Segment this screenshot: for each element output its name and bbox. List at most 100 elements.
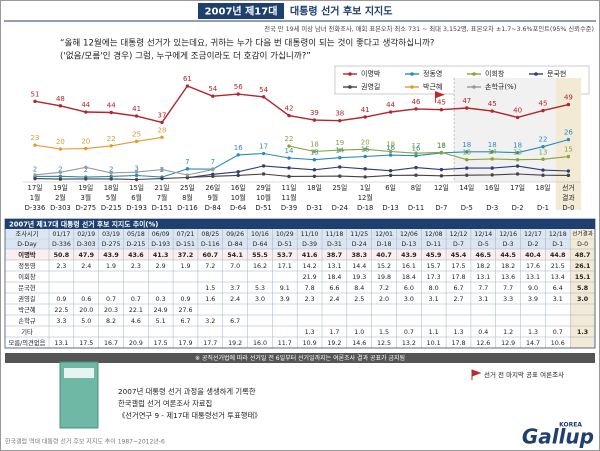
table-cell: 17.5 bbox=[451, 263, 465, 270]
point bbox=[439, 150, 444, 155]
point bbox=[566, 137, 571, 142]
table-cell: 17.8 bbox=[451, 340, 465, 347]
point bbox=[109, 171, 113, 175]
table-cell: 37.2 bbox=[178, 252, 194, 259]
table-cell: 4.6 bbox=[131, 318, 141, 325]
table-column-header: 12/12 bbox=[450, 231, 468, 238]
x-tick-label: D-2 bbox=[512, 204, 524, 212]
table-column-header: 12/17 bbox=[524, 231, 542, 238]
legend-marker bbox=[534, 72, 538, 76]
table-cell: 13.1 bbox=[327, 263, 341, 270]
value-label: 14 bbox=[285, 147, 294, 155]
table-cell: 19.8 bbox=[377, 274, 391, 281]
table-cell: 54.1 bbox=[227, 252, 243, 259]
x-tick-label: 1월 bbox=[30, 193, 41, 202]
value-label: 22 bbox=[539, 136, 548, 144]
table-cell: 43.6 bbox=[128, 252, 144, 259]
table-column-header: 선거결과 bbox=[572, 230, 593, 238]
x-tick-label: 17일 bbox=[510, 183, 525, 192]
value-label: 18 bbox=[513, 142, 522, 150]
point bbox=[261, 164, 266, 168]
table-cell: 15.2 bbox=[377, 263, 391, 270]
table-cell: 1.5 bbox=[205, 285, 215, 292]
point bbox=[566, 102, 571, 107]
table-cell: 17.5 bbox=[154, 340, 168, 347]
table-column-header: 03/19 bbox=[102, 231, 120, 238]
question-line: ('없음/모름'인 경우) 그럼, 누구에게 조금이라도 더 호감이 가십니까?… bbox=[60, 50, 311, 62]
value-label: 44 bbox=[81, 101, 90, 109]
table-cell: 17.9 bbox=[178, 340, 192, 347]
series-line bbox=[34, 85, 569, 124]
point bbox=[287, 144, 291, 148]
table-cell: 18.4 bbox=[327, 274, 341, 281]
value-label: 49 bbox=[564, 94, 573, 102]
x-tick-label: D-64 bbox=[230, 204, 246, 212]
table-cell: 14.7 bbox=[526, 340, 540, 347]
point bbox=[236, 170, 240, 174]
legend-marker bbox=[472, 85, 476, 89]
table-column-header: D-0 bbox=[577, 241, 588, 248]
table-cell: 12.6 bbox=[476, 340, 490, 347]
point bbox=[541, 145, 545, 149]
x-tick-label: D-303 bbox=[50, 204, 71, 212]
x-tick-label: 18일 bbox=[536, 183, 551, 192]
point bbox=[388, 169, 393, 173]
point bbox=[185, 175, 190, 180]
table-column-header: 09/26 bbox=[226, 231, 244, 238]
point bbox=[33, 99, 37, 104]
blackout-band bbox=[454, 78, 556, 182]
value-label: 54 bbox=[259, 86, 268, 94]
point bbox=[490, 150, 494, 154]
value-label: 15 bbox=[564, 146, 573, 154]
point bbox=[134, 114, 139, 118]
point bbox=[439, 174, 444, 178]
point bbox=[261, 151, 266, 156]
legend-marker bbox=[410, 72, 414, 76]
legend-label: 정동영 bbox=[423, 69, 442, 78]
x-tick-label: 18일 bbox=[104, 183, 119, 192]
x-tick-label: 9월 bbox=[208, 193, 219, 202]
x-tick-label: 25일 bbox=[180, 183, 195, 192]
table-column-header: D-24 bbox=[352, 241, 367, 248]
x-tick-label: 8일 bbox=[411, 183, 422, 192]
table-cell: 1.0 bbox=[354, 329, 364, 336]
table-cell: 6.7 bbox=[180, 318, 190, 325]
question-line: “올해 12월에는 대통령 선거가 있는데요, 귀하는 누가 다음 번 대통령이… bbox=[60, 37, 434, 49]
table-cell: 1.3 bbox=[528, 329, 538, 336]
series-line bbox=[34, 139, 569, 178]
table-column-header: 11/10 bbox=[301, 231, 319, 238]
legend-label: 권영길 bbox=[361, 82, 380, 91]
point bbox=[388, 149, 393, 154]
value-label: 14 bbox=[488, 148, 497, 156]
value-label: 16 bbox=[386, 144, 395, 152]
table-corner: 조사시기 bbox=[15, 229, 38, 238]
x-tick-label: 결과 bbox=[562, 193, 575, 202]
table-cell: 17.6 bbox=[526, 263, 540, 270]
table-column-header: D-3 bbox=[503, 241, 514, 248]
value-label: 23 bbox=[31, 134, 40, 142]
value-label: 18 bbox=[488, 141, 497, 149]
point bbox=[236, 92, 240, 96]
x-tick-label: 16일 bbox=[485, 183, 500, 192]
value-label: 18 bbox=[437, 141, 446, 149]
point bbox=[84, 177, 88, 181]
table-cell: 10.6 bbox=[551, 340, 565, 347]
table-cell: 12.9 bbox=[501, 340, 515, 347]
table-row-label: 모름/의견없음 bbox=[9, 338, 46, 347]
notice: ※ 공직선거법에 따라 선거일 전 6일부터 선거일까지는 여론조사 결과 공표… bbox=[195, 354, 405, 362]
value-label: 47 bbox=[462, 97, 471, 105]
table-column-header: 11/25 bbox=[350, 231, 368, 238]
table-column-header: D-336 bbox=[52, 241, 71, 248]
table-cell: 20.3 bbox=[104, 307, 118, 314]
point bbox=[338, 156, 342, 160]
table-cell: 1.2 bbox=[503, 329, 513, 336]
series-line bbox=[34, 136, 163, 150]
point bbox=[490, 173, 494, 177]
table-cell: 14.6 bbox=[352, 340, 366, 347]
table-cell: 5.3 bbox=[255, 285, 265, 292]
table-cell: 43.9 bbox=[103, 252, 119, 259]
table-column-header: D-51 bbox=[277, 241, 292, 248]
x-tick-label: 17일 bbox=[28, 183, 43, 192]
point bbox=[58, 177, 63, 181]
x-tick-label: 6월 bbox=[131, 193, 142, 202]
